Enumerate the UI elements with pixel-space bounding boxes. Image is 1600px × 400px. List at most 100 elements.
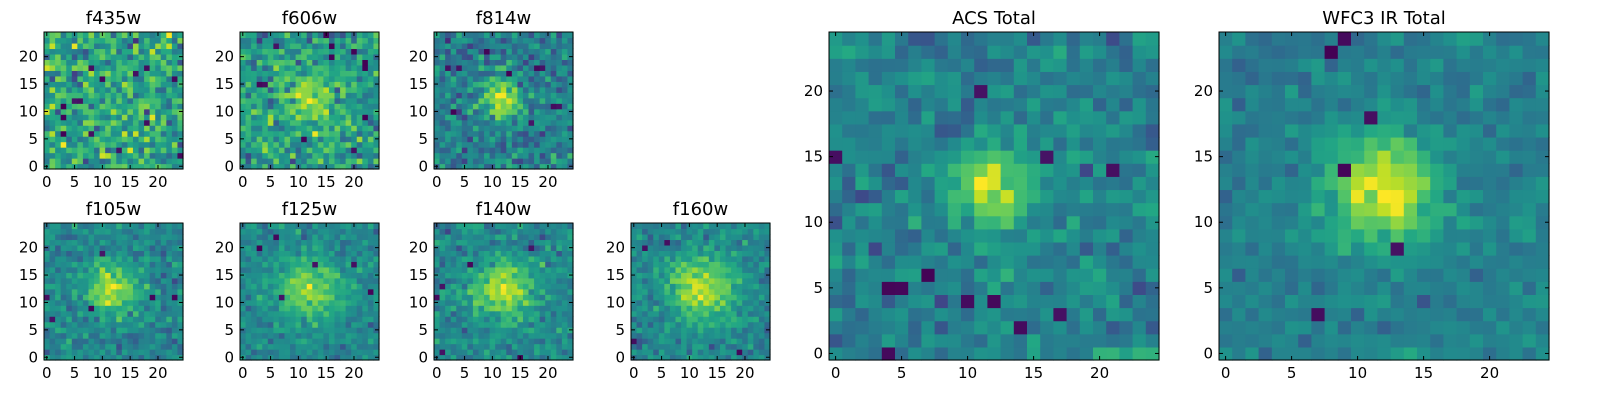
heatmap-cell [278,147,286,154]
heatmap-cell [71,239,78,246]
heatmap-cell [703,349,710,356]
heatmap-cell [328,283,336,290]
heatmap-cell [345,158,352,165]
heatmap-cell [1066,281,1081,295]
heatmap-cell [675,305,682,312]
heatmap-cell [116,114,123,121]
heatmap-cell [177,294,184,301]
heatmap-cell [373,261,380,268]
heatmap-cell [434,152,441,159]
heatmap-cell [489,261,496,268]
heatmap-cell [317,338,324,345]
heatmap-cell [290,338,297,345]
heatmap-cell [110,130,117,137]
heatmap-cell [256,48,263,55]
heatmap-cell [506,152,513,159]
heatmap-cell [725,266,732,273]
heatmap-cell [317,244,324,251]
heatmap-cell [725,321,732,328]
heatmap-cell [539,354,546,361]
heatmap-cell [177,283,184,290]
heatmap-cell [240,119,247,126]
heatmap-cell [160,233,167,241]
heatmap-cell [450,261,457,268]
heatmap-cell [506,277,513,284]
heatmap-cell [472,250,480,257]
heatmap-cell [367,338,375,345]
heatmap-cell [450,321,457,328]
heatmap-cell [434,233,441,241]
heatmap-cell [868,228,883,243]
heatmap-cell [478,119,485,126]
heatmap-cell [829,333,843,348]
heatmap-cell [642,316,649,323]
heatmap-cell [116,86,123,93]
heatmap-cell [550,152,557,159]
heatmap-cell [545,233,552,241]
heatmap-cell [472,255,480,262]
heatmap-cell [556,125,563,132]
heatmap-cell [49,299,56,306]
heatmap-cell [758,266,766,273]
heatmap-cell [642,354,649,361]
heatmap-cell [647,327,654,334]
heatmap-cell [697,310,704,317]
heatmap-cell [356,75,363,82]
heatmap-cell [290,42,297,50]
heatmap-cell [356,48,363,55]
heatmap-cell [1053,228,1068,243]
heatmap-cell [561,228,569,235]
heatmap-cell [155,310,162,317]
heatmap-cell [44,147,51,154]
heatmap-cell [278,141,286,148]
heatmap-cell [171,163,179,170]
heatmap-cell [439,343,446,350]
heatmap-cell [461,316,468,323]
heatmap-cell [105,70,112,77]
heatmap-cell [94,310,101,317]
heatmap-cell [71,136,78,143]
heatmap-cell [714,228,721,235]
heatmap-cell [686,255,693,262]
heatmap-cell [534,147,541,154]
heatmap-cell [506,158,513,165]
heatmap-cell [55,244,62,251]
heatmap-cell [116,81,123,88]
heatmap-cell [312,125,319,132]
heatmap-cell [340,343,347,350]
heatmap-cell [160,136,167,143]
heatmap-cell [367,233,375,241]
heatmap-cell [171,108,179,115]
x-tick-label: 15 [317,173,336,191]
heatmap-cell [323,261,330,268]
heatmap-cell [99,136,106,143]
heatmap-cell [1119,215,1134,230]
heatmap-cell [132,272,140,279]
heatmap-cell [328,250,336,257]
heatmap-cell [472,64,480,71]
heatmap-cell [764,255,771,262]
heatmap-cell [312,32,319,39]
heatmap-cell [456,239,463,246]
heatmap-cell [567,119,574,126]
heatmap-cell [240,349,247,356]
heatmap-cell [561,338,569,345]
heatmap-cell [714,349,721,356]
heatmap-cell [49,114,56,121]
heatmap-cell [82,42,90,50]
heatmap-cell [351,288,358,295]
heatmap-cell [511,332,518,339]
heatmap-cell [88,125,95,132]
heatmap-cell [534,70,541,77]
heatmap-cell [251,266,258,273]
heatmap-cell [736,266,743,273]
heatmap-cell [545,130,552,137]
heatmap-cell [961,163,975,177]
heatmap-cell [88,266,95,273]
heatmap-cell [55,37,62,44]
heatmap-cell [472,81,480,88]
heatmap-cell [517,108,524,115]
heatmap-cell [653,354,660,361]
heatmap-cell [127,53,134,60]
heatmap-cell [461,152,468,159]
